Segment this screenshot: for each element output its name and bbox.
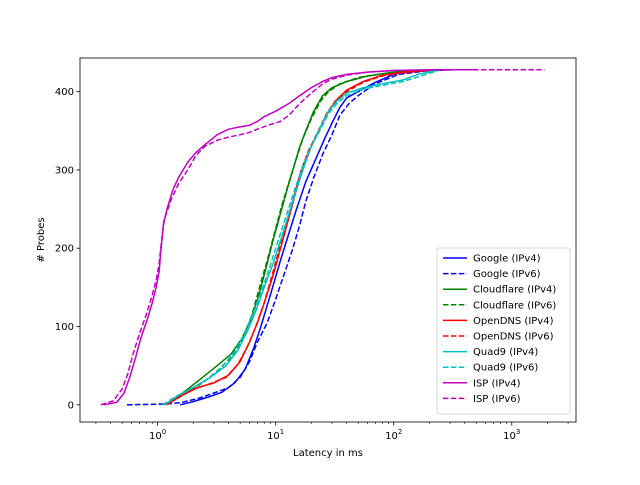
x-tick-label: 101 <box>267 428 284 442</box>
y-tick-label: 100 <box>55 322 74 333</box>
series-line-9 <box>100 68 545 406</box>
x-tick-label: 103 <box>503 428 520 442</box>
legend-label: Google (IPv4) <box>473 254 541 265</box>
series-line-5 <box>164 68 451 406</box>
series-group <box>100 68 545 406</box>
legend-label: OpenDNS (IPv6) <box>473 332 554 343</box>
y-axis: 0 100 200 300 400 <box>55 87 80 411</box>
legend-label: ISP (IPv6) <box>473 394 521 405</box>
series-line-8 <box>103 68 477 406</box>
legend: Google (IPv4) Google (IPv6) Cloudflare (IP… <box>436 247 571 415</box>
x-tick-label: 102 <box>385 428 402 442</box>
legend-label: Cloudflare (IPv6) <box>473 300 556 311</box>
y-tick-label: 200 <box>55 244 74 255</box>
series-line-1 <box>126 68 459 406</box>
legend-label: OpenDNS (IPv4) <box>473 316 554 327</box>
legend-box <box>436 247 571 415</box>
y-tick-label: 0 <box>68 400 74 411</box>
legend-label: Cloudflare (IPv4) <box>473 285 556 296</box>
y-tick-label: 400 <box>55 87 74 98</box>
legend-label: Quad9 (IPv6) <box>473 363 538 374</box>
y-axis-label: # Probes <box>36 217 47 262</box>
x-axis-label: Latency in ms <box>293 448 363 459</box>
series-line-7 <box>162 68 441 406</box>
legend-label: Quad9 (IPv4) <box>473 347 538 358</box>
series-line-6 <box>164 68 441 406</box>
plot-frame <box>79 57 577 423</box>
x-axis: 100 101 102 103 <box>95 422 569 442</box>
legend-label: ISP (IPv4) <box>473 378 521 389</box>
legend-label: Google (IPv6) <box>473 269 541 280</box>
y-tick-label: 300 <box>55 165 74 176</box>
x-tick-label: 100 <box>149 428 166 442</box>
